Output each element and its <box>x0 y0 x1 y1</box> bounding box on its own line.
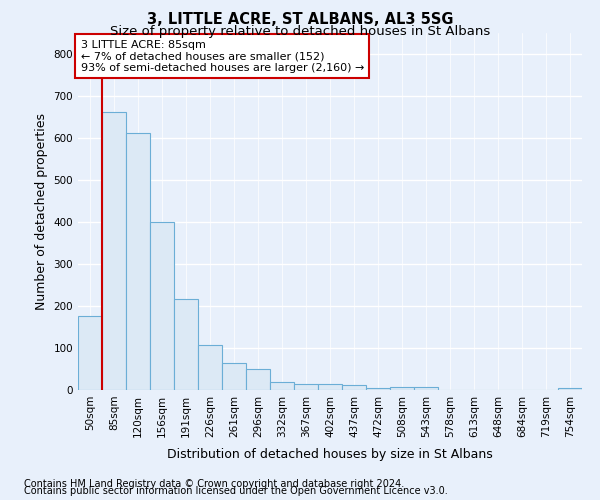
Text: 3 LITTLE ACRE: 85sqm
← 7% of detached houses are smaller (152)
93% of semi-detac: 3 LITTLE ACRE: 85sqm ← 7% of detached ho… <box>80 40 364 73</box>
Bar <box>102 112 126 390</box>
Bar <box>558 388 582 390</box>
Text: Contains HM Land Registry data © Crown copyright and database right 2024.: Contains HM Land Registry data © Crown c… <box>24 479 404 489</box>
Bar <box>414 388 438 390</box>
Bar <box>366 388 390 390</box>
Bar <box>246 369 270 390</box>
Text: Size of property relative to detached houses in St Albans: Size of property relative to detached ho… <box>110 25 490 38</box>
Text: Contains public sector information licensed under the Open Government Licence v3: Contains public sector information licen… <box>24 486 448 496</box>
Bar <box>294 384 318 390</box>
Bar <box>270 382 294 390</box>
Bar <box>342 384 366 390</box>
Bar <box>222 362 246 390</box>
Bar <box>174 298 198 390</box>
Y-axis label: Number of detached properties: Number of detached properties <box>35 113 48 310</box>
Text: 3, LITTLE ACRE, ST ALBANS, AL3 5SG: 3, LITTLE ACRE, ST ALBANS, AL3 5SG <box>147 12 453 28</box>
Bar <box>198 344 222 390</box>
Bar <box>126 134 150 390</box>
Bar <box>78 316 102 390</box>
X-axis label: Distribution of detached houses by size in St Albans: Distribution of detached houses by size … <box>167 448 493 461</box>
Bar <box>150 222 174 390</box>
Bar <box>390 386 414 390</box>
Bar <box>318 384 342 390</box>
